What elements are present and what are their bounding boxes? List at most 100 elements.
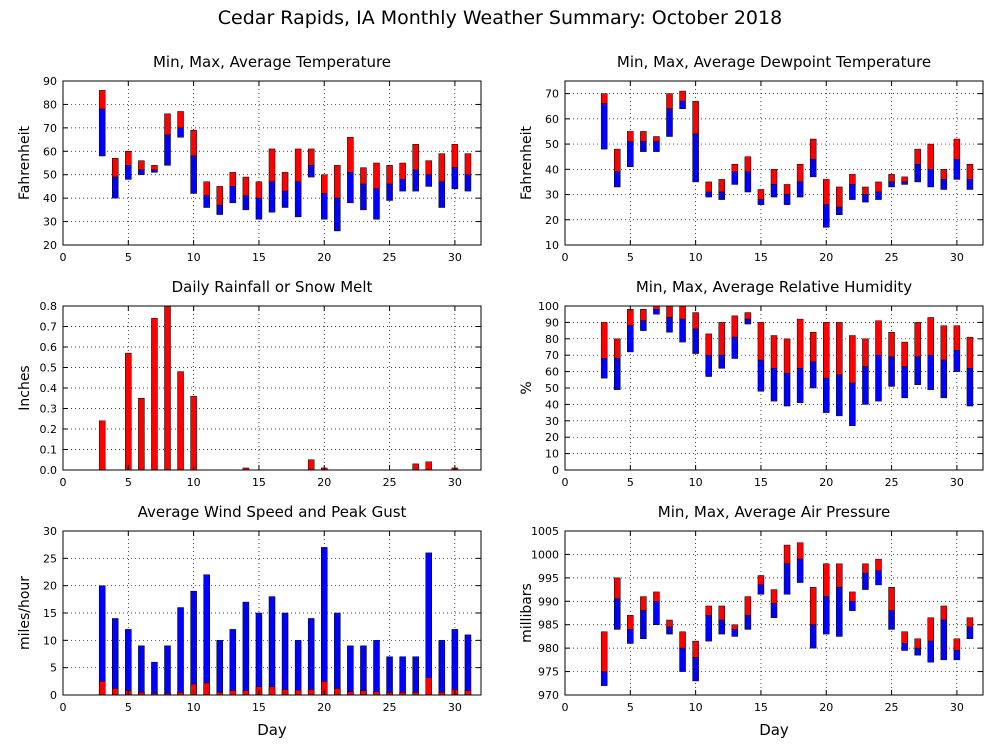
max-bar	[627, 131, 634, 142]
chart-title: Min, Max, Average Temperature	[153, 53, 391, 71]
max-bar	[451, 144, 459, 168]
min-bar	[399, 179, 406, 192]
min-bar	[125, 165, 132, 180]
gust-bar	[177, 607, 184, 696]
max-bar	[744, 596, 752, 616]
rain-bar	[190, 395, 197, 471]
x-axis-label: Day	[759, 721, 789, 739]
max-bar	[679, 305, 686, 320]
min-bar	[796, 181, 804, 198]
max-bar	[177, 111, 184, 129]
min-bar	[940, 179, 948, 190]
y-tick-label: 20	[43, 580, 57, 593]
max-bar	[600, 631, 608, 672]
avg-wind-bar	[464, 690, 472, 696]
max-bar	[914, 148, 921, 165]
min-bar	[705, 615, 712, 642]
gust-bar	[98, 585, 106, 696]
x-tick-label: 15	[252, 251, 266, 264]
rain-bar	[151, 318, 158, 471]
gust-bar	[268, 596, 276, 696]
rain-bar	[98, 420, 106, 471]
min-bar	[953, 158, 961, 180]
y-tick-label: 40	[43, 192, 57, 205]
max-bar	[614, 577, 621, 600]
max-bar	[242, 176, 250, 197]
y-axis-label: Fahrenheit	[519, 125, 535, 200]
min-bar	[862, 194, 869, 203]
x-axis-label: Day	[257, 721, 287, 739]
min-bar	[229, 186, 237, 204]
y-tick-label: 0.1	[40, 444, 58, 457]
min-bar	[783, 194, 791, 205]
x-tick-label: 0	[562, 251, 569, 264]
y-tick-label: 10	[43, 634, 57, 647]
min-bar	[809, 158, 817, 178]
min-bar	[718, 619, 725, 635]
max-bar	[666, 305, 673, 318]
min-bar	[640, 610, 647, 640]
x-tick-label: 30	[950, 701, 964, 714]
x-tick-label: 5	[627, 476, 634, 489]
gust-bar	[229, 629, 237, 696]
min-bar	[653, 309, 660, 315]
max-bar	[888, 331, 895, 358]
min-bar	[666, 108, 673, 137]
min-bar	[98, 108, 106, 157]
chart-panels: Min, Max, Average Temperature20304050607…	[17, 53, 984, 739]
min-bar	[744, 615, 752, 630]
min-bar	[914, 356, 921, 385]
max-bar	[836, 186, 843, 208]
y-tick-label: 70	[545, 88, 559, 101]
y-tick-label: 20	[43, 239, 57, 252]
max-bar	[927, 317, 934, 356]
max-bar	[705, 605, 712, 616]
max-bar	[255, 181, 263, 199]
max-bar	[203, 181, 210, 197]
min-bar	[138, 169, 145, 175]
y-tick-label: 20	[545, 431, 559, 444]
rain-bar	[307, 459, 315, 471]
y-tick-label: 70	[545, 349, 559, 362]
min-bar	[692, 328, 699, 354]
min-bar	[321, 193, 328, 220]
rain-bar	[125, 352, 132, 471]
y-axis-label: Inches	[17, 365, 33, 410]
y-tick-label: 30	[43, 216, 57, 229]
y-tick-label: 40	[545, 398, 559, 411]
max-bar	[849, 591, 856, 602]
max-bar	[692, 100, 699, 135]
min-bar	[849, 184, 856, 200]
y-tick-label: 970	[538, 689, 559, 702]
max-bar	[138, 160, 145, 171]
max-bar	[783, 184, 791, 195]
chart-panel-3: Daily Rainfall or Snow Melt 0.0 0.1 0.2 0.3 0…	[17, 278, 482, 489]
min-bar	[347, 172, 354, 204]
avg-wind-bar	[242, 690, 250, 696]
min-bar	[640, 141, 647, 152]
min-bar	[914, 164, 921, 183]
y-tick-label: 5	[50, 662, 57, 675]
max-bar	[823, 179, 830, 205]
gust-bar	[373, 640, 380, 696]
min-bar	[177, 127, 184, 138]
x-tick-label: 5	[125, 476, 132, 489]
min-bar	[744, 171, 752, 193]
min-bar	[600, 358, 608, 379]
y-tick-label: 20	[545, 214, 559, 227]
min-bar	[679, 100, 686, 110]
rain-bar	[412, 463, 419, 471]
max-bar	[744, 312, 752, 320]
max-bar	[334, 165, 341, 199]
min-bar	[112, 176, 119, 199]
min-bar	[927, 640, 934, 663]
y-tick-label: 0.3	[40, 403, 58, 416]
max-bar	[927, 143, 934, 170]
x-tick-label: 25	[885, 251, 899, 264]
x-tick-label: 20	[317, 251, 331, 264]
min-bar	[770, 368, 778, 402]
max-bar	[731, 315, 739, 338]
max-bar	[875, 181, 882, 193]
x-tick-label: 0	[60, 476, 67, 489]
